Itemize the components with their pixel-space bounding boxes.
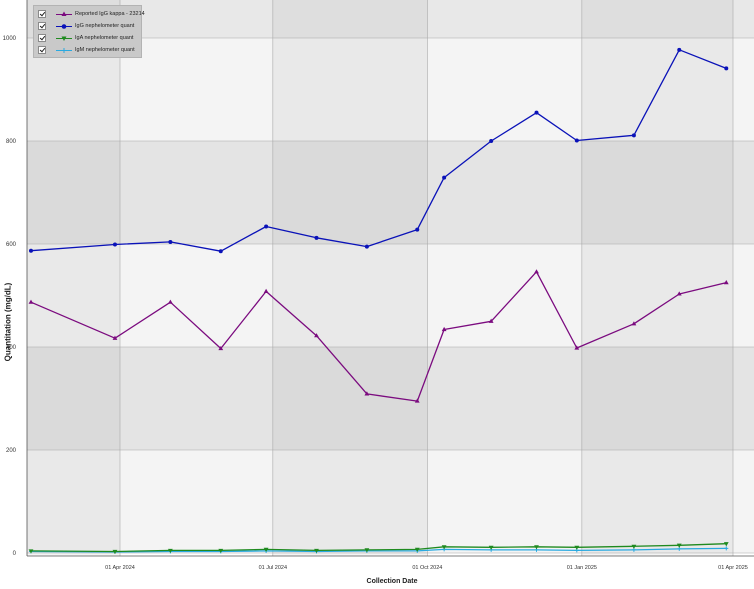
data-point <box>414 398 420 403</box>
data-point <box>534 110 539 115</box>
legend-label: IgA nephelometer quant <box>75 35 134 41</box>
data-point <box>264 224 269 229</box>
legend-item-series-4[interactable]: IgM nephelometer quant <box>34 45 143 56</box>
data-point <box>218 548 224 554</box>
x-tick-label: 01 Apr 2025 <box>718 565 748 571</box>
data-point <box>28 248 33 253</box>
horizontal-band <box>27 450 754 553</box>
data-point <box>314 235 319 240</box>
data-point <box>112 335 118 340</box>
y-axis-title: Quantitation (mg/dL) <box>3 282 13 362</box>
grid-lines <box>27 0 754 556</box>
data-point <box>314 548 319 554</box>
data-point <box>263 288 269 293</box>
x-axis-title: Collection Date <box>366 578 418 585</box>
data-point <box>574 345 580 350</box>
data-point <box>488 545 494 550</box>
data-point <box>724 66 729 71</box>
data-point <box>488 318 494 323</box>
series-2 <box>28 47 729 254</box>
data-point <box>677 47 682 52</box>
y-tick-label: 600 <box>6 242 17 248</box>
horizontal-band <box>27 38 754 141</box>
x-tick-label: 01 Jul 2024 <box>259 565 287 571</box>
data-point <box>676 543 682 548</box>
legend: Reported IgG kappa - 23214 IgG nephelome… <box>33 5 145 58</box>
data-point <box>167 299 173 304</box>
legend-label: IgM nephelometer quant <box>75 47 135 53</box>
checkbox[interactable] <box>38 22 46 30</box>
legend-label: Reported IgG kappa - 23214 <box>75 11 145 17</box>
data-point <box>631 544 637 549</box>
data-point <box>218 249 223 254</box>
y-tick-label: 200 <box>6 448 17 454</box>
data-point <box>631 321 637 326</box>
background-bands <box>27 0 754 556</box>
data-point <box>631 133 636 138</box>
axes <box>26 0 754 557</box>
data-point <box>534 269 539 274</box>
checkbox[interactable] <box>38 46 46 54</box>
data-point <box>28 299 34 304</box>
data-point <box>676 291 682 296</box>
vertical-band <box>27 0 120 556</box>
horizontal-band <box>27 244 754 347</box>
x-tick-label: 01 Oct 2024 <box>412 565 442 571</box>
series-1 <box>28 269 729 403</box>
vertical-band <box>272 0 428 556</box>
data-point <box>574 138 579 143</box>
data-point <box>218 345 224 351</box>
data-point <box>112 549 118 555</box>
data-point <box>442 175 447 180</box>
data-point <box>534 545 539 550</box>
data-point <box>723 280 729 285</box>
data-point <box>364 391 370 396</box>
y-tick-label: 0 <box>13 551 17 557</box>
triangle-up-marker-icon <box>56 11 72 16</box>
circle-marker-icon <box>56 24 72 29</box>
data-point <box>724 546 729 551</box>
checkbox[interactable] <box>38 34 46 42</box>
vertical-band <box>581 0 733 556</box>
x-tick-labels: 01 Apr 2024 01 Jul 2024 01 Oct 2024 01 Jan … <box>105 565 748 571</box>
data-point <box>167 548 173 554</box>
horizontal-band <box>27 0 754 38</box>
checkbox[interactable] <box>38 10 46 18</box>
horizontal-band <box>27 141 754 244</box>
legend-label: IgG nephelometer quant <box>75 23 135 29</box>
data-point <box>314 333 319 338</box>
y-tick-label: 1000 <box>3 36 17 42</box>
y-tick-labels: 0 200 400 600 800 1000 <box>3 36 17 557</box>
plus-marker-icon <box>56 48 72 53</box>
triangle-down-marker-icon <box>56 36 72 41</box>
data-point <box>441 326 447 332</box>
x-tick-label: 01 Apr 2024 <box>105 565 135 571</box>
data-point <box>414 547 420 552</box>
data-point <box>364 244 369 249</box>
data-point <box>112 242 117 247</box>
y-tick-label: 400 <box>6 345 17 351</box>
series-3 <box>28 542 729 555</box>
data-point <box>415 227 420 232</box>
y-tick-label: 800 <box>6 139 17 145</box>
legend-item-series-2[interactable]: IgG nephelometer quant <box>34 21 143 32</box>
legend-item-series-3[interactable]: IgA nephelometer quant <box>34 33 143 44</box>
data-point <box>441 545 447 550</box>
data-point <box>489 139 494 143</box>
series-layer <box>28 47 729 555</box>
data-point <box>263 547 269 552</box>
horizontal-band <box>27 347 754 450</box>
data-point <box>364 548 370 553</box>
data-point <box>28 549 34 554</box>
data-point <box>168 239 173 244</box>
legend-item-series-1[interactable]: Reported IgG kappa - 23214 <box>34 9 145 20</box>
x-tick-label: 01 Jan 2025 <box>567 565 597 571</box>
data-point <box>574 545 580 550</box>
data-point <box>723 542 729 547</box>
